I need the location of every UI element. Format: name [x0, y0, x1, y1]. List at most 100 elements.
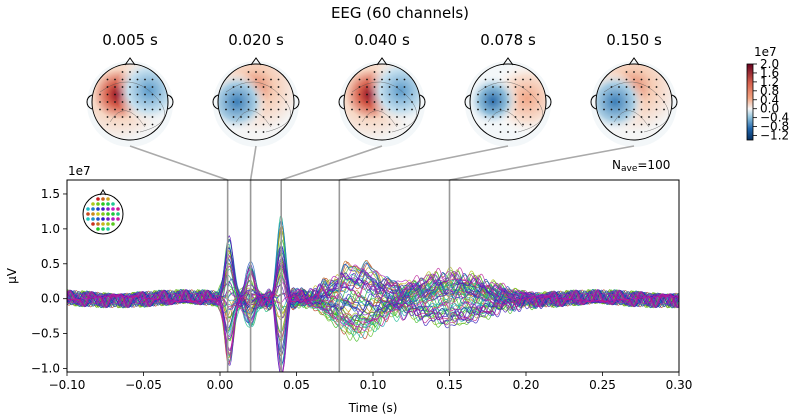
electrode-dot — [270, 123, 272, 126]
electrode-dot — [373, 131, 376, 133]
y-exponent-label: 1e7 — [68, 164, 91, 178]
electrode-dot — [366, 108, 368, 111]
electrode-dot — [640, 108, 643, 111]
electrode-dot — [144, 78, 146, 81]
electrode-dot — [529, 123, 532, 126]
nave-subscript: ave — [621, 164, 638, 174]
electrode-dot — [366, 116, 368, 118]
electrode-dot — [610, 116, 613, 118]
electrode-dot — [225, 101, 227, 103]
electrode-dot — [106, 108, 109, 111]
electrode-dot — [618, 123, 620, 126]
electrode-dot — [262, 108, 265, 111]
electrode-dot — [655, 93, 658, 96]
electrode-dot — [373, 116, 376, 118]
inset-sensor-dot — [96, 217, 100, 221]
electrode-dot — [255, 108, 257, 111]
electrode-dot — [522, 93, 524, 96]
electrode-dot — [618, 93, 620, 96]
connector-line — [129, 145, 228, 181]
electrode-dot — [247, 131, 250, 133]
electrode-dot — [247, 93, 250, 96]
electrode-dot — [277, 116, 280, 118]
electrode-dot — [507, 101, 509, 103]
electrode-dot — [240, 86, 242, 88]
electrode-dot — [625, 108, 628, 111]
electrode-dot — [618, 101, 620, 103]
electrode-dot — [277, 86, 280, 88]
electrode-dot — [633, 116, 635, 118]
electrode-dot — [484, 93, 487, 96]
electrode-dot — [366, 78, 368, 81]
electrode-dot — [507, 131, 509, 133]
inset-nose — [99, 189, 107, 196]
electrode-dot — [358, 108, 361, 111]
head-outline — [217, 63, 295, 141]
electrode-dot — [484, 123, 487, 126]
electrode-dot — [499, 93, 502, 96]
electrode-dot — [159, 101, 161, 103]
electrode-dot — [610, 123, 613, 126]
electrode-dot — [388, 116, 391, 118]
electrode-dot — [625, 116, 628, 118]
topomap-time-label: 0.078 s — [480, 31, 536, 49]
colorbar: 1e7 2.01.61.20.80.40.0−0.4−0.8−1.2 — [746, 45, 789, 143]
colorbar-gradient — [746, 63, 754, 141]
electrode-dot — [507, 86, 509, 88]
topomap-contour — [487, 110, 524, 128]
electrode-dot — [484, 86, 487, 88]
topomap-contour — [361, 110, 398, 128]
y-tick-label: 1.5 — [41, 187, 60, 201]
electrode-dot — [388, 101, 391, 103]
right-ear-outline — [419, 94, 426, 110]
right-ear-outline — [293, 94, 300, 110]
electrode-dot — [255, 86, 257, 88]
electrode-dot — [529, 78, 532, 81]
electrode-dot — [522, 116, 524, 118]
electrode-dot — [240, 93, 242, 96]
electrode-dot — [663, 108, 665, 111]
y-tick-label: 1.0 — [41, 222, 60, 236]
colorbar-ticks: 2.01.61.20.80.40.0−0.4−0.8−1.2 — [753, 57, 789, 143]
nave-value: =100 — [637, 158, 670, 172]
electrode-dot — [262, 116, 265, 118]
electrode-dot — [484, 116, 487, 118]
colorbar-tick-label: 2.0 — [760, 57, 779, 71]
electrode-dot — [106, 101, 109, 103]
inset-sensor-dot — [111, 207, 115, 211]
inset-sensor-dot — [101, 197, 105, 201]
electrode-dot — [351, 101, 353, 103]
electrode-dot — [492, 108, 494, 111]
electrode-dot — [285, 93, 287, 96]
electrode-dot — [270, 78, 272, 81]
left-ear-outline — [212, 94, 219, 110]
electrode-dot — [136, 93, 139, 96]
electrode-dot — [499, 131, 502, 133]
electrode-dot — [136, 101, 139, 103]
electrode-dot — [625, 131, 628, 133]
electrode-dot — [403, 116, 406, 118]
electrode-dot — [388, 78, 391, 81]
electrode-dot — [151, 93, 154, 96]
electrode-dot — [537, 108, 539, 111]
electrode-dot — [655, 123, 658, 126]
electrode-dot — [514, 86, 517, 88]
colorbar-tick-label: 1.2 — [760, 75, 779, 89]
electrode-dot — [381, 101, 383, 103]
electrode-dot — [129, 131, 131, 133]
electrode-dot — [514, 71, 517, 73]
electrode-dot — [255, 101, 257, 103]
electrode-dot — [151, 116, 154, 118]
left-ear-outline — [86, 94, 93, 110]
electrode-dot — [411, 93, 413, 96]
electrode-dot — [610, 86, 613, 88]
inset-sensor-dot — [101, 202, 105, 206]
electrode-dot — [136, 71, 139, 73]
electrode-dot — [625, 71, 628, 73]
electrode-dot — [396, 86, 398, 88]
y-tick-label: −0.5 — [31, 327, 60, 341]
nave-main: N — [612, 158, 621, 172]
electrode-dot — [507, 71, 509, 73]
electrode-dot — [121, 71, 124, 73]
electrode-dot — [625, 101, 628, 103]
